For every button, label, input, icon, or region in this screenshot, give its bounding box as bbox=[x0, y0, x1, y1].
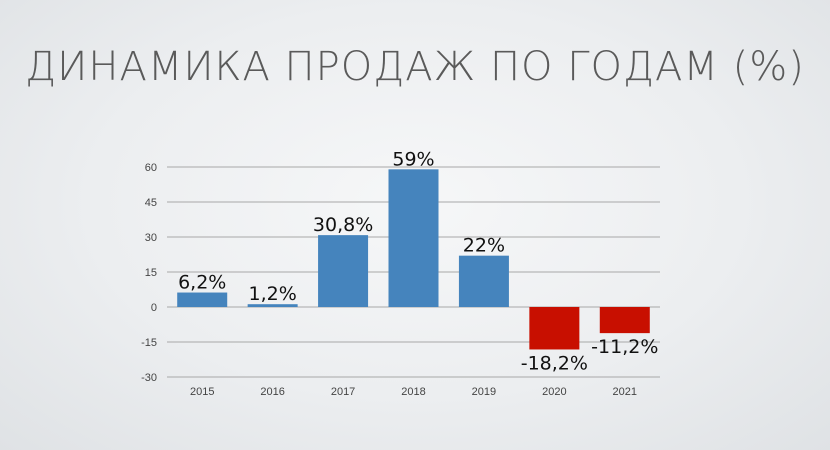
x-tick-label: 2016 bbox=[260, 386, 284, 398]
y-tick-label: 45 bbox=[145, 197, 157, 209]
bar bbox=[388, 169, 439, 307]
bar bbox=[177, 292, 228, 307]
data-label: 1,2% bbox=[249, 283, 297, 305]
y-tick-label: -15 bbox=[141, 337, 157, 349]
x-tick-label: 2018 bbox=[401, 386, 425, 398]
y-tick-label: 0 bbox=[151, 302, 157, 314]
y-tick-label: 15 bbox=[145, 267, 157, 279]
data-label: 59% bbox=[392, 148, 434, 170]
x-tick-label: 2019 bbox=[472, 386, 496, 398]
data-label: 22% bbox=[463, 235, 505, 257]
bar bbox=[458, 255, 509, 307]
data-label: 30,8% bbox=[313, 214, 373, 236]
y-tick-label: 30 bbox=[145, 232, 157, 244]
x-tick-label: 2015 bbox=[190, 386, 214, 398]
chart-title: ДИНАМИКА ПРОДАЖ ПО ГОДАМ (%) bbox=[25, 44, 805, 90]
x-tick-label: 2020 bbox=[542, 386, 566, 398]
data-label: -11,2% bbox=[591, 336, 658, 358]
bar bbox=[529, 307, 580, 350]
y-tick-label: 60 bbox=[145, 162, 157, 174]
y-tick-label: -30 bbox=[141, 372, 157, 384]
x-tick-label: 2021 bbox=[613, 386, 637, 398]
bar bbox=[318, 235, 369, 307]
bar bbox=[247, 304, 298, 307]
data-label: -18,2% bbox=[521, 352, 588, 374]
x-tick-label: 2017 bbox=[331, 386, 355, 398]
bar bbox=[599, 307, 650, 334]
data-label: 6,2% bbox=[178, 272, 226, 294]
